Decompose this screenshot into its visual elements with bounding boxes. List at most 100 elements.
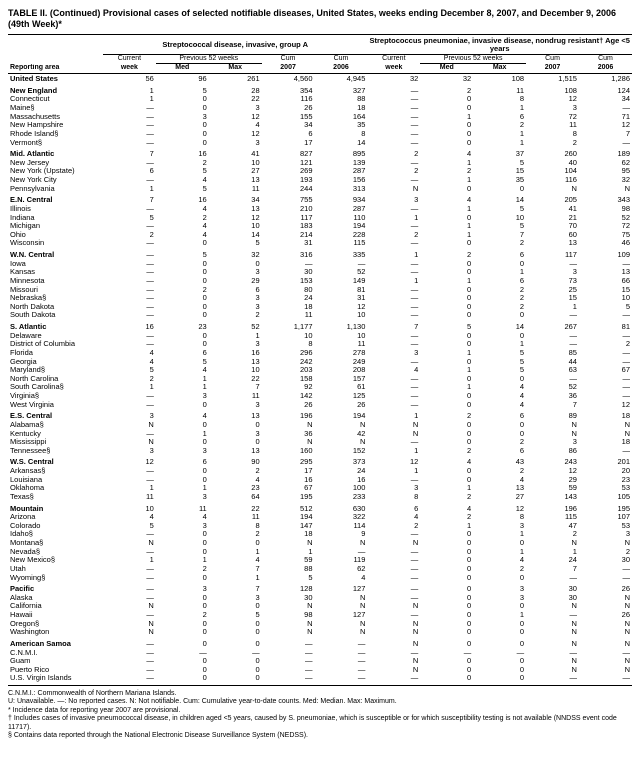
data-cell: — [262, 674, 315, 683]
data-cell: — [367, 311, 420, 320]
data-cell: 3 [209, 104, 262, 113]
data-cell: 114 [315, 522, 368, 531]
data-cell: 2 [473, 438, 526, 447]
data-cell: 0 [420, 476, 473, 485]
data-cell: 0 [156, 130, 209, 139]
table-row: New Mexico§11459119—042430 [8, 556, 632, 565]
data-cell: N [367, 602, 420, 611]
col-week2: week [367, 64, 420, 74]
data-cell: N [315, 438, 368, 447]
data-cell: 124 [579, 87, 632, 96]
data-cell: 4 [473, 383, 526, 392]
data-cell: — [103, 303, 156, 312]
data-cell: 354 [262, 87, 315, 96]
data-cell: 2 [473, 467, 526, 476]
data-cell: 22 [209, 375, 262, 384]
data-cell: — [367, 332, 420, 341]
data-cell: — [315, 674, 368, 683]
data-cell: 3 [103, 447, 156, 456]
data-cell: 18 [262, 303, 315, 312]
data-cell: 10 [315, 311, 368, 320]
data-cell: — [579, 447, 632, 456]
data-cell: 23 [156, 323, 209, 332]
data-cell: — [367, 139, 420, 148]
data-cell: 0 [156, 530, 209, 539]
data-cell: 1 [420, 349, 473, 358]
data-cell: 116 [262, 95, 315, 104]
data-cell: 0 [209, 438, 262, 447]
data-cell: 0 [156, 602, 209, 611]
data-cell: 0 [420, 332, 473, 341]
table-row: North Dakota—031812—0215 [8, 303, 632, 312]
data-cell: 89 [526, 412, 579, 421]
table-row: Minnesota—0291531491167366 [8, 277, 632, 286]
data-cell: 755 [262, 196, 315, 205]
data-cell: 8 [367, 493, 420, 502]
data-cell: 1 [367, 412, 420, 421]
data-cell: — [262, 657, 315, 666]
data-cell: — [103, 239, 156, 248]
data-cell: 6 [156, 458, 209, 467]
data-cell: 7 [367, 323, 420, 332]
data-cell: 81 [315, 286, 368, 295]
data-cell: 0 [156, 95, 209, 104]
data-cell: 0 [156, 438, 209, 447]
data-cell: — [103, 332, 156, 341]
table-row: Idaho§—02189—0123 [8, 530, 632, 539]
data-cell: 233 [315, 493, 368, 502]
data-cell: — [103, 121, 156, 130]
data-cell: — [367, 530, 420, 539]
data-cell: 189 [579, 150, 632, 159]
data-cell: 24 [262, 294, 315, 303]
data-cell: 0 [420, 602, 473, 611]
data-cell: 26 [579, 611, 632, 620]
data-cell: 1 [473, 548, 526, 557]
data-cell: 2 [156, 286, 209, 295]
area-cell: Alaska [8, 594, 103, 603]
data-cell: — [367, 303, 420, 312]
data-cell: 11 [262, 311, 315, 320]
data-cell: 6 [103, 167, 156, 176]
disease1-header: Streptococcal disease, invasive, group A [103, 34, 367, 55]
data-cell: — [367, 268, 420, 277]
data-cell: 30 [262, 594, 315, 603]
data-cell: 160 [262, 447, 315, 456]
previous-label: Previous 52 weeks [156, 55, 262, 64]
table-row: Michigan—410183194—157072 [8, 222, 632, 231]
data-cell: — [367, 239, 420, 248]
data-cell: 16 [315, 476, 368, 485]
table-row: Rhode Island§—01268—0187 [8, 130, 632, 139]
data-cell: 4 [420, 505, 473, 514]
data-cell: — [367, 113, 420, 122]
data-cell: — [103, 548, 156, 557]
data-cell: 0 [156, 277, 209, 286]
data-cell: 0 [209, 421, 262, 430]
data-cell: 10 [473, 214, 526, 223]
data-cell: N [367, 657, 420, 666]
data-cell: — [103, 594, 156, 603]
data-cell: 260 [526, 150, 579, 159]
data-cell: — [579, 574, 632, 583]
data-cell: 115 [526, 513, 579, 522]
data-cell: 142 [262, 392, 315, 401]
data-cell: 66 [579, 277, 632, 286]
data-cell: N [579, 657, 632, 666]
data-cell: 7 [103, 150, 156, 159]
data-cell: 4 [156, 231, 209, 240]
data-cell: 2 [526, 139, 579, 148]
area-cell: Wyoming§ [8, 574, 103, 583]
data-cell: — [367, 383, 420, 392]
data-cell: 8 [209, 522, 262, 531]
data-cell: N [103, 602, 156, 611]
data-cell: 13 [209, 358, 262, 367]
table-row: Hawaii—2598127—01—26 [8, 611, 632, 620]
data-cell: 0 [156, 640, 209, 649]
data-cell: 0 [473, 640, 526, 649]
table-row: Mountain1011225126306412196195 [8, 505, 632, 514]
data-cell: — [367, 574, 420, 583]
data-cell: 13 [209, 176, 262, 185]
data-cell: 3 [103, 412, 156, 421]
area-cell: E.N. Central [8, 196, 103, 205]
data-cell: 0 [209, 628, 262, 637]
data-cell: 1 [420, 366, 473, 375]
